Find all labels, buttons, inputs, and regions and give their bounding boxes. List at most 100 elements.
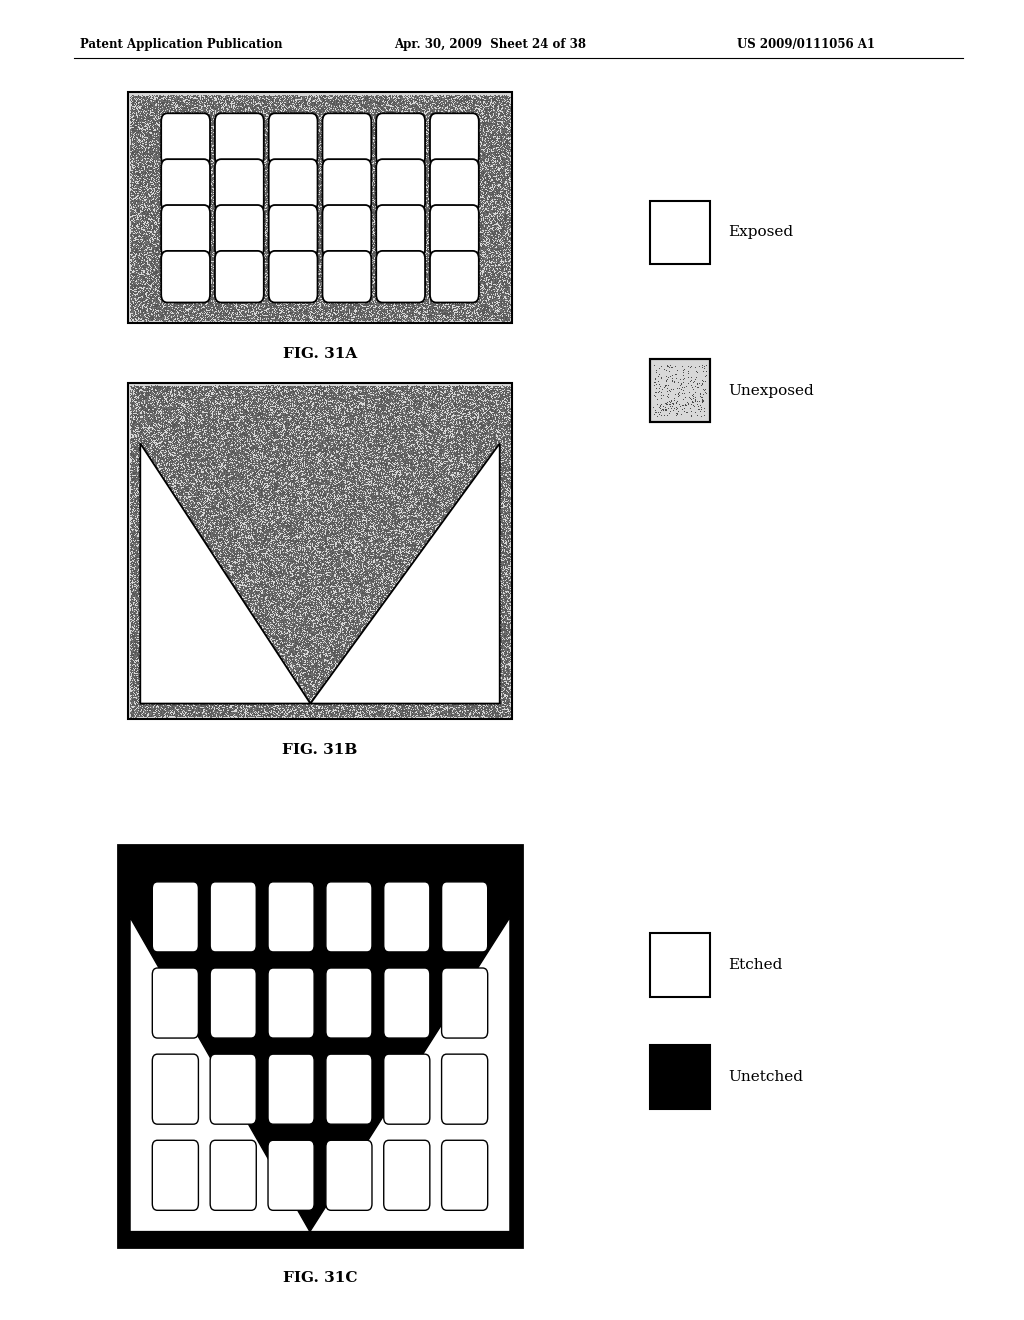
Point [457, 203, 473, 224]
Point [272, 269, 289, 290]
Point [378, 644, 394, 665]
Point [178, 273, 195, 294]
Point [197, 137, 213, 158]
Point [426, 561, 442, 582]
Point [420, 558, 436, 579]
Point [227, 545, 244, 566]
Point [440, 147, 457, 168]
Point [199, 686, 215, 708]
Point [131, 634, 147, 655]
Point [354, 527, 371, 548]
Point [308, 190, 325, 211]
Point [466, 445, 482, 466]
Point [307, 164, 324, 185]
Point [414, 702, 430, 723]
Point [141, 242, 158, 263]
Point [356, 553, 373, 574]
Point [299, 247, 315, 268]
Point [369, 605, 385, 626]
Point [160, 288, 176, 309]
Point [206, 680, 222, 701]
Point [451, 392, 467, 413]
Point [160, 682, 176, 704]
Point [150, 594, 166, 615]
Point [360, 516, 377, 537]
Point [154, 454, 170, 475]
Point [482, 238, 499, 259]
Point [452, 220, 468, 242]
Point [345, 689, 361, 710]
Point [131, 162, 147, 183]
Point [371, 271, 387, 292]
Point [488, 397, 505, 418]
Point [317, 537, 334, 558]
Point [354, 214, 371, 235]
Point [302, 507, 318, 528]
Point [437, 242, 454, 263]
Point [293, 586, 309, 607]
Point [424, 165, 440, 186]
Point [481, 620, 498, 642]
Point [499, 540, 515, 561]
Point [139, 622, 156, 643]
Point [428, 110, 444, 131]
Point [176, 164, 193, 185]
Point [207, 610, 223, 631]
Point [221, 160, 238, 181]
Point [295, 147, 311, 168]
Point [186, 264, 203, 285]
Point [305, 656, 322, 677]
Point [317, 630, 334, 651]
Point [162, 453, 178, 474]
Point [292, 248, 308, 269]
Point [476, 141, 493, 162]
Point [382, 379, 398, 400]
Point [198, 164, 214, 185]
Point [425, 170, 441, 191]
Point [216, 203, 232, 224]
Point [472, 127, 488, 148]
Point [216, 696, 232, 717]
Point [474, 627, 490, 648]
Point [499, 426, 515, 447]
Point [224, 246, 241, 267]
Point [154, 487, 170, 508]
Point [326, 609, 342, 630]
Point [334, 638, 350, 659]
Point [203, 131, 219, 152]
Point [276, 376, 293, 397]
Point [175, 177, 191, 198]
Point [215, 119, 231, 140]
Point [474, 412, 490, 433]
Point [279, 300, 295, 321]
Point [461, 661, 477, 682]
Point [502, 528, 518, 549]
Point [206, 403, 222, 424]
Point [274, 214, 291, 235]
Point [123, 576, 139, 597]
Point [498, 632, 514, 653]
Point [155, 462, 171, 483]
Point [317, 169, 334, 190]
Point [303, 235, 319, 256]
Point [147, 611, 164, 632]
Point [420, 298, 436, 319]
Point [431, 380, 447, 401]
Point [256, 187, 272, 209]
Point [174, 618, 190, 639]
Point [265, 296, 282, 317]
Point [388, 239, 404, 260]
Point [485, 90, 502, 111]
Point [398, 671, 415, 692]
Point [456, 187, 472, 209]
Point [462, 211, 478, 232]
Point [468, 673, 484, 694]
Point [179, 546, 196, 568]
Point [330, 133, 346, 154]
Point [186, 597, 203, 618]
Point [378, 421, 394, 442]
Point [139, 405, 156, 426]
Point [183, 586, 200, 607]
Point [419, 411, 435, 432]
Point [354, 178, 371, 199]
